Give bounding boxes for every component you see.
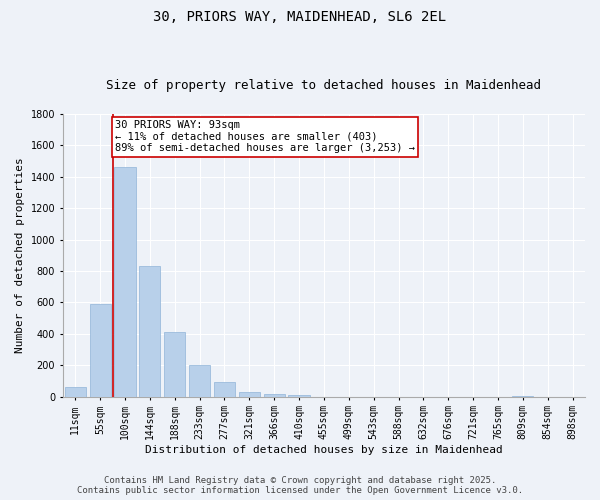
Bar bbox=[289, 394, 310, 396]
Text: 30 PRIORS WAY: 93sqm
← 11% of detached houses are smaller (403)
89% of semi-deta: 30 PRIORS WAY: 93sqm ← 11% of detached h… bbox=[115, 120, 415, 154]
Text: 30, PRIORS WAY, MAIDENHEAD, SL6 2EL: 30, PRIORS WAY, MAIDENHEAD, SL6 2EL bbox=[154, 10, 446, 24]
X-axis label: Distribution of detached houses by size in Maidenhead: Distribution of detached houses by size … bbox=[145, 445, 503, 455]
Bar bbox=[189, 365, 210, 396]
Bar bbox=[115, 168, 136, 396]
Bar bbox=[239, 392, 260, 396]
Bar bbox=[139, 266, 160, 396]
Bar bbox=[164, 332, 185, 396]
Y-axis label: Number of detached properties: Number of detached properties bbox=[15, 158, 25, 353]
Title: Size of property relative to detached houses in Maidenhead: Size of property relative to detached ho… bbox=[106, 79, 541, 92]
Bar bbox=[89, 304, 110, 396]
Bar bbox=[65, 387, 86, 396]
Bar bbox=[263, 394, 285, 396]
Bar bbox=[214, 382, 235, 396]
Text: Contains HM Land Registry data © Crown copyright and database right 2025.
Contai: Contains HM Land Registry data © Crown c… bbox=[77, 476, 523, 495]
